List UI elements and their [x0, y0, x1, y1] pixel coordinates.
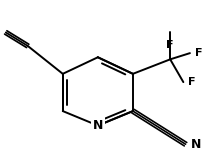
Text: N: N [93, 119, 103, 132]
Text: N: N [191, 138, 201, 151]
Text: F: F [188, 77, 196, 87]
Text: F: F [195, 48, 202, 58]
Text: F: F [166, 40, 174, 50]
